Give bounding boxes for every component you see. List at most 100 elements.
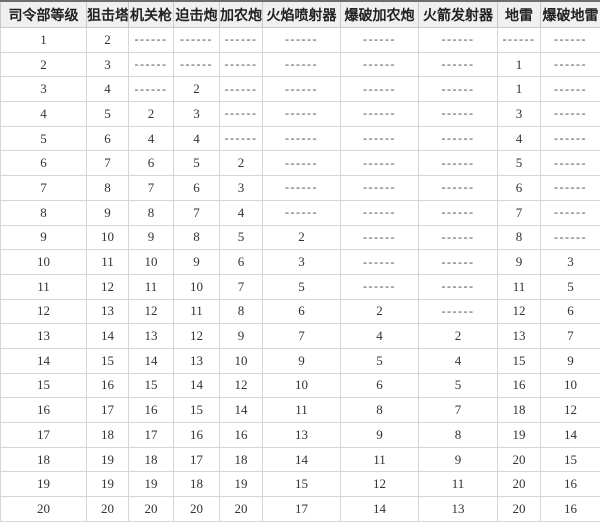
table-cell-mine: 7 bbox=[497, 199, 541, 226]
table-cell-sniper-tower: 17 bbox=[86, 397, 129, 423]
table-body: 1 2 ------ ------ ------ ------ ------ ------ --… bbox=[0, 27, 600, 522]
table-cell-boom-cannon: ------ bbox=[340, 125, 419, 152]
table-cell-machine-gun: 20 bbox=[128, 496, 174, 522]
table-cell-cannon: 3 bbox=[219, 175, 263, 201]
table-cell-rocket-launcher: ------ bbox=[418, 249, 498, 275]
table-cell-cannon: 12 bbox=[219, 372, 263, 399]
table-cell-boom-mine: ------ bbox=[540, 125, 600, 152]
table-cell-machine-gun: 9 bbox=[128, 224, 174, 251]
table-cell-mine: 4 bbox=[497, 125, 541, 152]
table-cell-boom-mine: ------ bbox=[540, 27, 600, 53]
table-cell-machine-gun: 15 bbox=[128, 372, 174, 399]
table-cell-mine: 19 bbox=[497, 422, 541, 448]
table-cell-mortar: 16 bbox=[173, 422, 220, 448]
table-cell-cannon: ------ bbox=[219, 125, 263, 152]
header-cell-mortar: 迫击炮 bbox=[173, 0, 220, 28]
table-cell-flamethrower: 2 bbox=[262, 224, 341, 251]
table-cell-hq-level: 13 bbox=[0, 323, 87, 349]
table-cell-cannon: 16 bbox=[219, 422, 263, 448]
table-cell-mine: 20 bbox=[497, 446, 541, 473]
table-cell-boom-cannon: ------ bbox=[340, 101, 419, 127]
table-cell-mine: 8 bbox=[497, 224, 541, 251]
table-cell-flamethrower: ------ bbox=[262, 76, 341, 103]
header-cell-boom-cannon: 爆破加农炮 bbox=[340, 0, 419, 28]
table-cell-cannon: 4 bbox=[219, 199, 263, 226]
table-cell-mortar: 4 bbox=[173, 125, 220, 152]
table-cell-machine-gun: 8 bbox=[128, 199, 174, 226]
table-cell-machine-gun: 6 bbox=[128, 150, 174, 177]
table-cell-flamethrower: 5 bbox=[262, 273, 341, 300]
table-cell-boom-cannon: 14 bbox=[340, 496, 419, 522]
table-cell-boom-mine: ------ bbox=[540, 51, 600, 78]
table-cell-sniper-tower: 16 bbox=[86, 372, 129, 399]
table-cell-sniper-tower: 19 bbox=[86, 446, 129, 473]
table-cell-sniper-tower: 3 bbox=[86, 51, 129, 78]
table-cell-mortar: 11 bbox=[173, 298, 220, 325]
table-cell-sniper-tower: 14 bbox=[86, 323, 129, 349]
table-cell-machine-gun: ------ bbox=[128, 27, 174, 53]
table-cell-mortar: 10 bbox=[173, 273, 220, 300]
table-cell-mine: 13 bbox=[497, 323, 541, 349]
table-cell-machine-gun: 19 bbox=[128, 471, 174, 498]
table-cell-machine-gun: 14 bbox=[128, 347, 174, 374]
table-cell-boom-cannon: ------ bbox=[340, 249, 419, 275]
table-cell-boom-mine: 10 bbox=[540, 372, 600, 399]
table-cell-sniper-tower: 9 bbox=[86, 199, 129, 226]
table-cell-boom-mine: ------ bbox=[540, 150, 600, 177]
table-cell-mortar: 6 bbox=[173, 175, 220, 201]
table-cell-mine: 6 bbox=[497, 175, 541, 201]
table-cell-cannon: 19 bbox=[219, 471, 263, 498]
table-cell-hq-level: 11 bbox=[0, 273, 87, 300]
table-row: 14 15 14 13 10 9 5 4 15 9 bbox=[0, 347, 600, 374]
table-cell-machine-gun: 16 bbox=[128, 397, 174, 423]
table-cell-sniper-tower: 4 bbox=[86, 76, 129, 103]
table-cell-sniper-tower: 12 bbox=[86, 273, 129, 300]
table-cell-boom-mine: 6 bbox=[540, 298, 600, 325]
table-row: 2 3 ------ ------ ------ ------ ------ ------ 1-… bbox=[0, 51, 600, 78]
table-cell-boom-mine: ------ bbox=[540, 76, 600, 103]
header-cell-machine-gun: 机关枪 bbox=[128, 0, 174, 28]
table-cell-mine: 3 bbox=[497, 101, 541, 127]
table-cell-cannon: 2 bbox=[219, 150, 263, 177]
table-row: 13 14 13 12 9 7 4 2 13 7 bbox=[0, 323, 600, 349]
table-cell-boom-mine: ------ bbox=[540, 224, 600, 251]
table-cell-flamethrower: 14 bbox=[262, 446, 341, 473]
table-cell-boom-cannon: ------ bbox=[340, 150, 419, 177]
table-cell-cannon: 5 bbox=[219, 224, 263, 251]
table-cell-boom-cannon: 11 bbox=[340, 446, 419, 473]
table-cell-mortar: ------ bbox=[173, 51, 220, 78]
table-cell-mortar: 20 bbox=[173, 496, 220, 522]
table-cell-boom-mine: 14 bbox=[540, 422, 600, 448]
table-cell-rocket-launcher: ------ bbox=[418, 125, 498, 152]
table-cell-boom-cannon: ------ bbox=[340, 224, 419, 251]
table-cell-cannon: 18 bbox=[219, 446, 263, 473]
table-cell-mine: 20 bbox=[497, 496, 541, 522]
table-cell-hq-level: 5 bbox=[0, 125, 87, 152]
table-cell-mortar: 7 bbox=[173, 199, 220, 226]
table-cell-boom-cannon: 9 bbox=[340, 422, 419, 448]
table-cell-hq-level: 2 bbox=[0, 51, 87, 78]
table-cell-cannon: 6 bbox=[219, 249, 263, 275]
table-cell-mine: ------ bbox=[497, 27, 541, 53]
table-row: 5 6 4 4 ------ ------ ------ ------ 4 ------ bbox=[0, 125, 600, 152]
header-cell-flamethrower: 火焰喷射器 bbox=[262, 0, 341, 28]
table-cell-hq-level: 15 bbox=[0, 372, 87, 399]
table-cell-rocket-launcher: ------ bbox=[418, 298, 498, 325]
table-cell-rocket-launcher: 2 bbox=[418, 323, 498, 349]
table-row: 18 19 18 17 18 14 11 9 20 15 bbox=[0, 446, 600, 473]
table-cell-hq-level: 19 bbox=[0, 471, 87, 498]
table-row: 6 7 6 5 2 ------ ------ ------ 5 ------ bbox=[0, 150, 600, 177]
table-cell-machine-gun: 18 bbox=[128, 446, 174, 473]
table-cell-machine-gun: 7 bbox=[128, 175, 174, 201]
table-cell-sniper-tower: 18 bbox=[86, 422, 129, 448]
table-cell-mortar: 13 bbox=[173, 347, 220, 374]
table-cell-rocket-launcher: 11 bbox=[418, 471, 498, 498]
table-cell-boom-cannon: 4 bbox=[340, 323, 419, 349]
table-cell-mine: 18 bbox=[497, 397, 541, 423]
table-cell-hq-level: 16 bbox=[0, 397, 87, 423]
table-row: 1 2 ------ ------ ------ ------ ------ ------ --… bbox=[0, 27, 600, 53]
table-cell-mine: 1 bbox=[497, 51, 541, 78]
header-cell-sniper-tower: 狙击塔 bbox=[86, 0, 129, 28]
table-cell-hq-level: 4 bbox=[0, 101, 87, 127]
table-cell-mine: 15 bbox=[497, 347, 541, 374]
